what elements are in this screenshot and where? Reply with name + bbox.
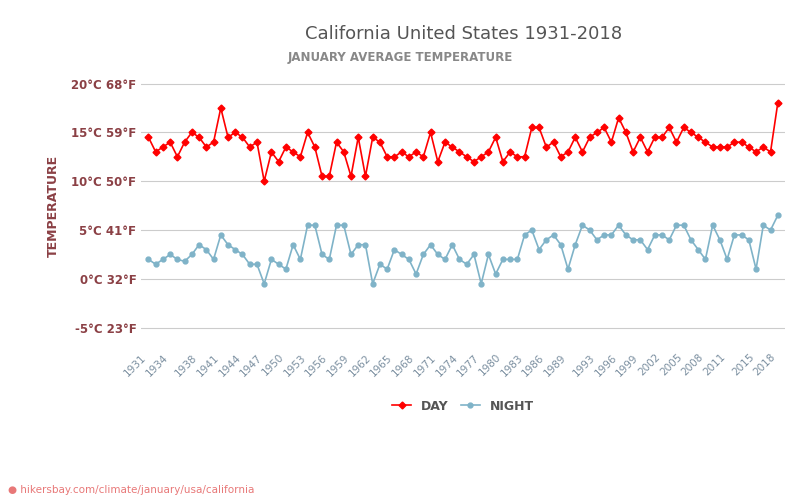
DAY: [158, 144, 168, 150]
NIGHT: [325, 256, 334, 262]
NIGHT: [144, 256, 154, 262]
DAY: [325, 174, 334, 180]
NIGHT: [773, 212, 782, 218]
NIGHT: [462, 262, 471, 268]
Text: ● hikersbay.com/climate/january/usa/california: ● hikersbay.com/climate/january/usa/cali…: [8, 485, 254, 495]
Line: NIGHT: NIGHT: [146, 213, 780, 286]
DAY: [259, 178, 269, 184]
Title: California United States 1931-2018: California United States 1931-2018: [305, 25, 622, 43]
DAY: [773, 100, 782, 106]
NIGHT: [332, 222, 342, 228]
NIGHT: [737, 232, 746, 238]
DAY: [520, 154, 530, 160]
DAY: [737, 139, 746, 145]
Y-axis label: TEMPERATURE: TEMPERATURE: [47, 154, 60, 256]
Legend: DAY, NIGHT: DAY, NIGHT: [387, 394, 539, 417]
DAY: [144, 134, 154, 140]
NIGHT: [158, 256, 168, 262]
NIGHT: [520, 232, 530, 238]
Line: DAY: DAY: [146, 100, 780, 184]
DAY: [462, 154, 471, 160]
NIGHT: [259, 281, 269, 287]
DAY: [332, 139, 342, 145]
Text: JANUARY AVERAGE TEMPERATURE: JANUARY AVERAGE TEMPERATURE: [287, 51, 513, 64]
